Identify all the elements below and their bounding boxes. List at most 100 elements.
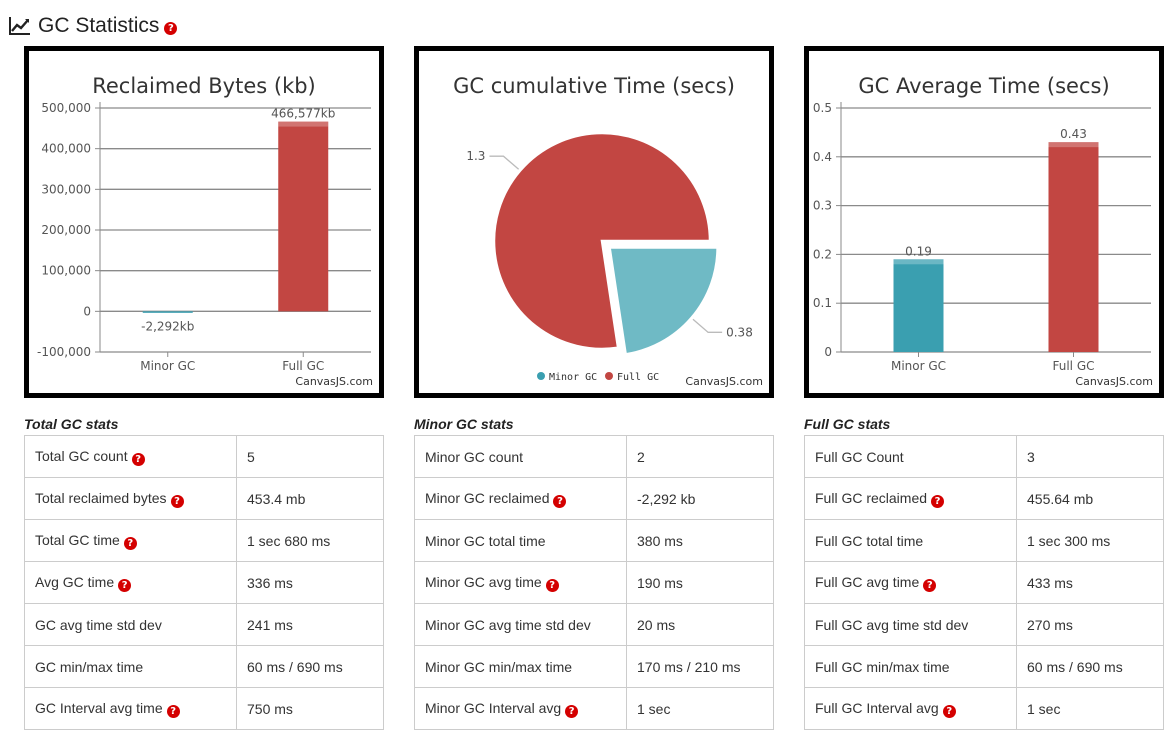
cumulative-time-svg: GC cumulative Time (secs) 0.38 1.3 Minor GC… — [453, 74, 753, 383]
stat-label: Full GC Count — [815, 448, 904, 465]
table-row: Minor GC avg time? 190 ms — [414, 561, 774, 604]
table-row: Total GC time? 1 sec 680 ms — [24, 519, 384, 562]
stat-value: 433 ms — [1016, 561, 1164, 604]
canvasjs-credit[interactable]: CanvasJS.com — [685, 375, 763, 388]
stat-value: 1 sec 300 ms — [1016, 519, 1164, 562]
chart-title: GC cumulative Time (secs) — [453, 74, 735, 98]
canvasjs-credit[interactable]: CanvasJS.com — [295, 375, 373, 388]
table-row: Full GC min/max time 60 ms / 690 ms — [804, 645, 1164, 688]
stat-value: 241 ms — [236, 603, 384, 646]
stat-label-cell: Full GC Count — [804, 435, 1017, 478]
y-tick-label: 0 — [83, 304, 91, 318]
reclaimed-bytes-chart: Reclaimed Bytes (kb) -100,000 0 100,000 200,… — [24, 46, 384, 398]
stat-label-cell: Full GC min/max time — [804, 645, 1017, 688]
table-row: Total reclaimed bytes? 453.4 mb — [24, 477, 384, 520]
table-row: Full GC avg time std dev 270 ms — [804, 603, 1164, 646]
stat-value: 2 — [626, 435, 774, 478]
bar-minor-gc[interactable] — [142, 311, 193, 313]
x-tick-label: Minor GC — [140, 359, 195, 373]
bar-highlight — [893, 259, 944, 265]
table-row: Minor GC min/max time 170 ms / 210 ms — [414, 645, 774, 688]
help-icon[interactable]: ? — [123, 536, 137, 550]
x-tick-label: Full GC — [1052, 359, 1094, 373]
stat-label: Minor GC count — [425, 448, 524, 465]
bar-minor-gc[interactable] — [893, 259, 944, 352]
bar-full-gc[interactable] — [278, 121, 329, 312]
chart-title: GC Average Time (secs) — [858, 74, 1109, 98]
stat-value: 270 ms — [1016, 603, 1164, 646]
help-icon[interactable]: ? — [170, 494, 184, 508]
total-gc-stats: Total GC stats Total GC count? 5 Total rec… — [24, 415, 384, 730]
stat-label-cell: Avg GC time? — [24, 561, 237, 604]
stat-value: 5 — [236, 435, 384, 478]
stat-label-cell: Full GC reclaimed? — [804, 477, 1017, 520]
y-tick-label: 100,000 — [41, 264, 91, 278]
stats-table: Minor GC count 2 Minor GC reclaimed? -2,292… — [414, 435, 774, 730]
stat-label: GC min/max time — [35, 658, 144, 675]
stat-label: Minor GC avg time std dev — [425, 616, 591, 633]
stat-value: 380 ms — [626, 519, 774, 562]
pie-slice-full-gc[interactable] — [492, 131, 712, 351]
stat-label-cell: Minor GC Interval avg? — [414, 687, 627, 730]
help-icon[interactable]: ? — [923, 578, 937, 592]
stat-value: 20 ms — [626, 603, 774, 646]
table-row: GC min/max time 60 ms / 690 ms — [24, 645, 384, 688]
x-tick-label: Minor GC — [891, 359, 946, 373]
stat-label: GC avg time std dev — [35, 616, 162, 633]
stat-label-cell: Minor GC count — [414, 435, 627, 478]
bar-full-gc[interactable] — [1048, 142, 1099, 352]
reclaimed-bytes-svg: Reclaimed Bytes (kb) -100,000 0 100,000 200,… — [37, 74, 371, 373]
stat-label-cell: Total reclaimed bytes? — [24, 477, 237, 520]
stat-label: Minor GC Interval avg — [425, 699, 562, 716]
table-row: Full GC Count 3 — [804, 435, 1164, 478]
stat-label-cell: GC min/max time — [24, 645, 237, 688]
help-icon[interactable]: ? — [565, 704, 579, 718]
stat-value: 60 ms / 690 ms — [236, 645, 384, 688]
stat-label-cell: GC Interval avg time? — [24, 687, 237, 730]
table-row: Full GC reclaimed? 455.64 mb — [804, 477, 1164, 520]
stat-label-cell: Full GC avg time? — [804, 561, 1017, 604]
stat-value: 3 — [1016, 435, 1164, 478]
pie-slice-minor-gc[interactable] — [608, 246, 719, 356]
stat-value: 170 ms / 210 ms — [626, 645, 774, 688]
stat-label: Total reclaimed bytes — [35, 489, 167, 506]
y-tick-label: 0.4 — [813, 150, 832, 164]
help-icon[interactable]: ? — [553, 494, 567, 508]
stat-label: Total GC count — [35, 447, 128, 464]
table-row: GC avg time std dev 241 ms — [24, 603, 384, 646]
help-icon[interactable]: ? — [166, 704, 180, 718]
stat-label: Full GC Interval avg — [815, 699, 939, 716]
stat-label: Total GC time — [35, 531, 120, 548]
help-icon[interactable]: ? — [118, 578, 132, 592]
y-tick-label: 500,000 — [41, 101, 91, 115]
pie-leader-line — [489, 155, 520, 170]
legend-item[interactable]: Full GC — [617, 372, 659, 383]
stat-label: Minor GC min/max time — [425, 658, 573, 675]
help-icon[interactable]: ? — [942, 704, 956, 718]
table-caption: Full GC stats — [804, 416, 891, 432]
help-icon[interactable]: ? — [164, 21, 178, 35]
legend-item[interactable]: Minor GC — [549, 372, 597, 383]
y-tick-label: 300,000 — [41, 182, 91, 196]
data-label: 466,577kb — [271, 107, 335, 121]
stat-label-cell: Minor GC total time — [414, 519, 627, 562]
line-chart-icon — [9, 17, 30, 35]
help-icon[interactable]: ? — [545, 578, 559, 592]
data-label: 1.3 — [466, 149, 485, 163]
cumulative-time-chart: GC cumulative Time (secs) 0.38 1.3 Minor GC… — [414, 46, 774, 398]
help-icon[interactable]: ? — [931, 494, 945, 508]
stat-value: 190 ms — [626, 561, 774, 604]
minor-gc-stats: Minor GC stats Minor GC count 2 Minor GC r… — [414, 415, 774, 730]
stat-label: Full GC avg time — [815, 573, 920, 590]
table-row: Full GC total time 1 sec 300 ms — [804, 519, 1164, 562]
help-icon[interactable]: ? — [131, 452, 145, 466]
table-caption: Total GC stats — [24, 416, 119, 432]
table-row: Minor GC Interval avg? 1 sec — [414, 687, 774, 730]
table-row: Avg GC time? 336 ms — [24, 561, 384, 604]
stats-table: Full GC Count 3 Full GC reclaimed? 455.64 m… — [804, 435, 1164, 730]
page-title: GC Statistics — [38, 14, 160, 37]
section-header: GC Statistics ? — [8, 12, 178, 40]
canvasjs-credit[interactable]: CanvasJS.com — [1075, 375, 1153, 388]
stat-label: Full GC total time — [815, 532, 924, 549]
stat-value: 750 ms — [236, 687, 384, 730]
